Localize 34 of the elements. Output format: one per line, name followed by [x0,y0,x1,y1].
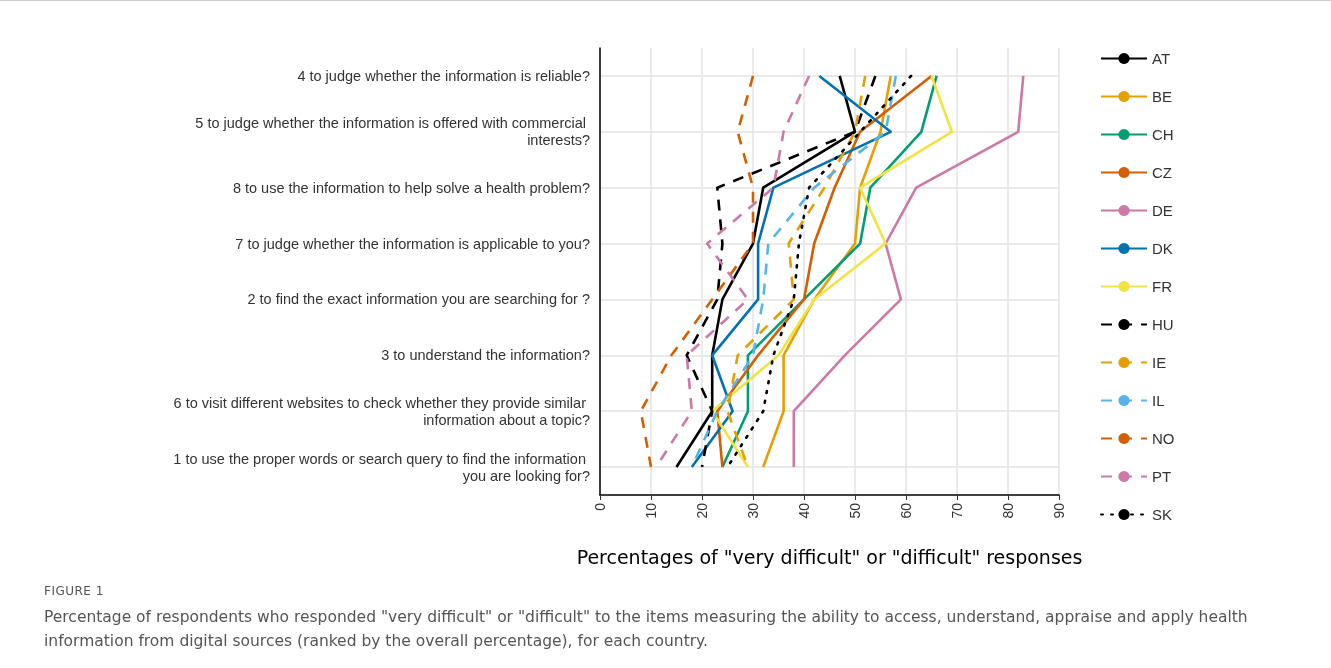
legend-label: AT [1152,50,1171,67]
y-tick-label: 8 to use the information to help solve a health problem? [232,179,590,196]
x-tick-label: 30 [745,502,761,519]
legend-label: IE [1152,354,1167,371]
x-tick-label: 70 [949,502,965,519]
x-tick-label: 10 [643,502,659,519]
caption: FIGURE 1 [44,583,105,600]
x-tick-label: 20 [694,502,710,519]
legend-label: IL [1152,392,1165,409]
x-axis-title: Percentages of "very difficult" or "difficult" responses [576,545,1083,568]
x-tick-label: 40 [796,502,812,519]
y-tick-label: 1 to use the proper words or search query to find the information you are looking for? [173,450,590,484]
legend-label: NO [1152,430,1175,447]
text: Percentage of respondents who responded "very difficult" or "difficult" to the items measuring the ability to access, understand, appraise and apply health information from digital sources (ranked by the overall percentage), for each country. [44,607,1249,652]
legend-label: CZ [1152,164,1172,181]
y-tick-label: 5 to judge whether the information is offered with commercial interests? [195,115,590,149]
y-tick-label: 7 to judge whether the information is applicable to you? [235,235,590,252]
y-tick-label: 2 to find the exact information you are searching for ? [247,291,590,308]
x-tick-label: 50 [847,502,863,519]
x-tick-label: 60 [898,502,914,519]
y-tick-label: 3 to understand the information? [381,347,590,364]
legend-label: FR [1152,278,1173,295]
legend-label: DE [1152,202,1173,219]
y-tick-label: 4 to judge whether the information is reliable? [297,67,590,84]
x-tick-label: 80 [1000,502,1016,519]
legend-label: SK [1152,506,1173,523]
legend-label: PT [1152,468,1172,485]
x-tick-label: 0 [592,502,608,511]
legend-label: BE [1152,88,1173,105]
legend-label: HU [1152,316,1174,333]
legend-label: DK [1152,240,1173,257]
y-tick-label: 6 to visit different websites to check whether they provide similar information about a topic? [173,394,590,428]
x-tick-label: 90 [1051,502,1067,519]
legend-label: CH [1152,126,1174,143]
